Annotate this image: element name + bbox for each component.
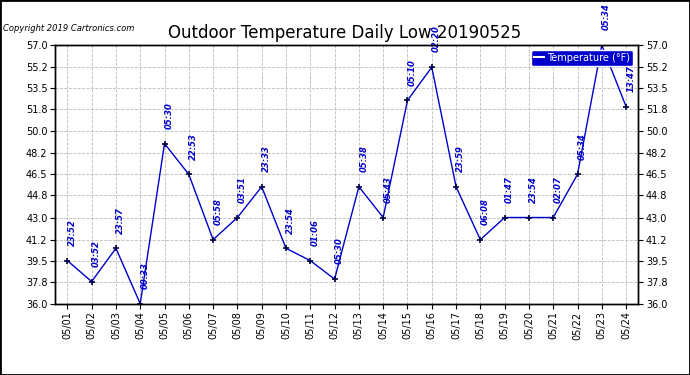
Text: 00:33: 00:33 — [141, 262, 150, 289]
Text: 23:33: 23:33 — [262, 145, 271, 172]
Text: 06:08: 06:08 — [481, 198, 490, 225]
Text: Outdoor Temperature Daily Low 20190525: Outdoor Temperature Daily Low 20190525 — [168, 24, 522, 42]
Text: 01:06: 01:06 — [310, 219, 319, 246]
Text: 23:54: 23:54 — [286, 207, 295, 234]
Text: 02:20: 02:20 — [432, 26, 441, 53]
Text: 05:10: 05:10 — [408, 59, 417, 86]
Text: 23:59: 23:59 — [456, 145, 466, 172]
Text: 03:51: 03:51 — [238, 176, 247, 203]
Text: 05:43: 05:43 — [384, 176, 393, 203]
Text: 05:34: 05:34 — [578, 133, 587, 160]
Text: 23:57: 23:57 — [117, 207, 126, 234]
Text: 05:38: 05:38 — [359, 145, 368, 172]
Text: 13:47: 13:47 — [627, 65, 635, 92]
Text: 02:07: 02:07 — [553, 176, 562, 203]
Text: 22:53: 22:53 — [189, 133, 198, 160]
Text: 23:54: 23:54 — [529, 176, 538, 203]
Legend: Temperature (°F): Temperature (°F) — [531, 50, 633, 66]
Text: 05:34: 05:34 — [602, 3, 611, 30]
Text: 05:58: 05:58 — [213, 198, 222, 225]
Text: 01:47: 01:47 — [505, 176, 514, 203]
Text: 03:52: 03:52 — [92, 240, 101, 267]
Text: 05:30: 05:30 — [335, 237, 344, 264]
Text: 23:52: 23:52 — [68, 219, 77, 246]
Text: Copyright 2019 Cartronics.com: Copyright 2019 Cartronics.com — [3, 24, 135, 33]
Text: 05:30: 05:30 — [165, 102, 174, 129]
